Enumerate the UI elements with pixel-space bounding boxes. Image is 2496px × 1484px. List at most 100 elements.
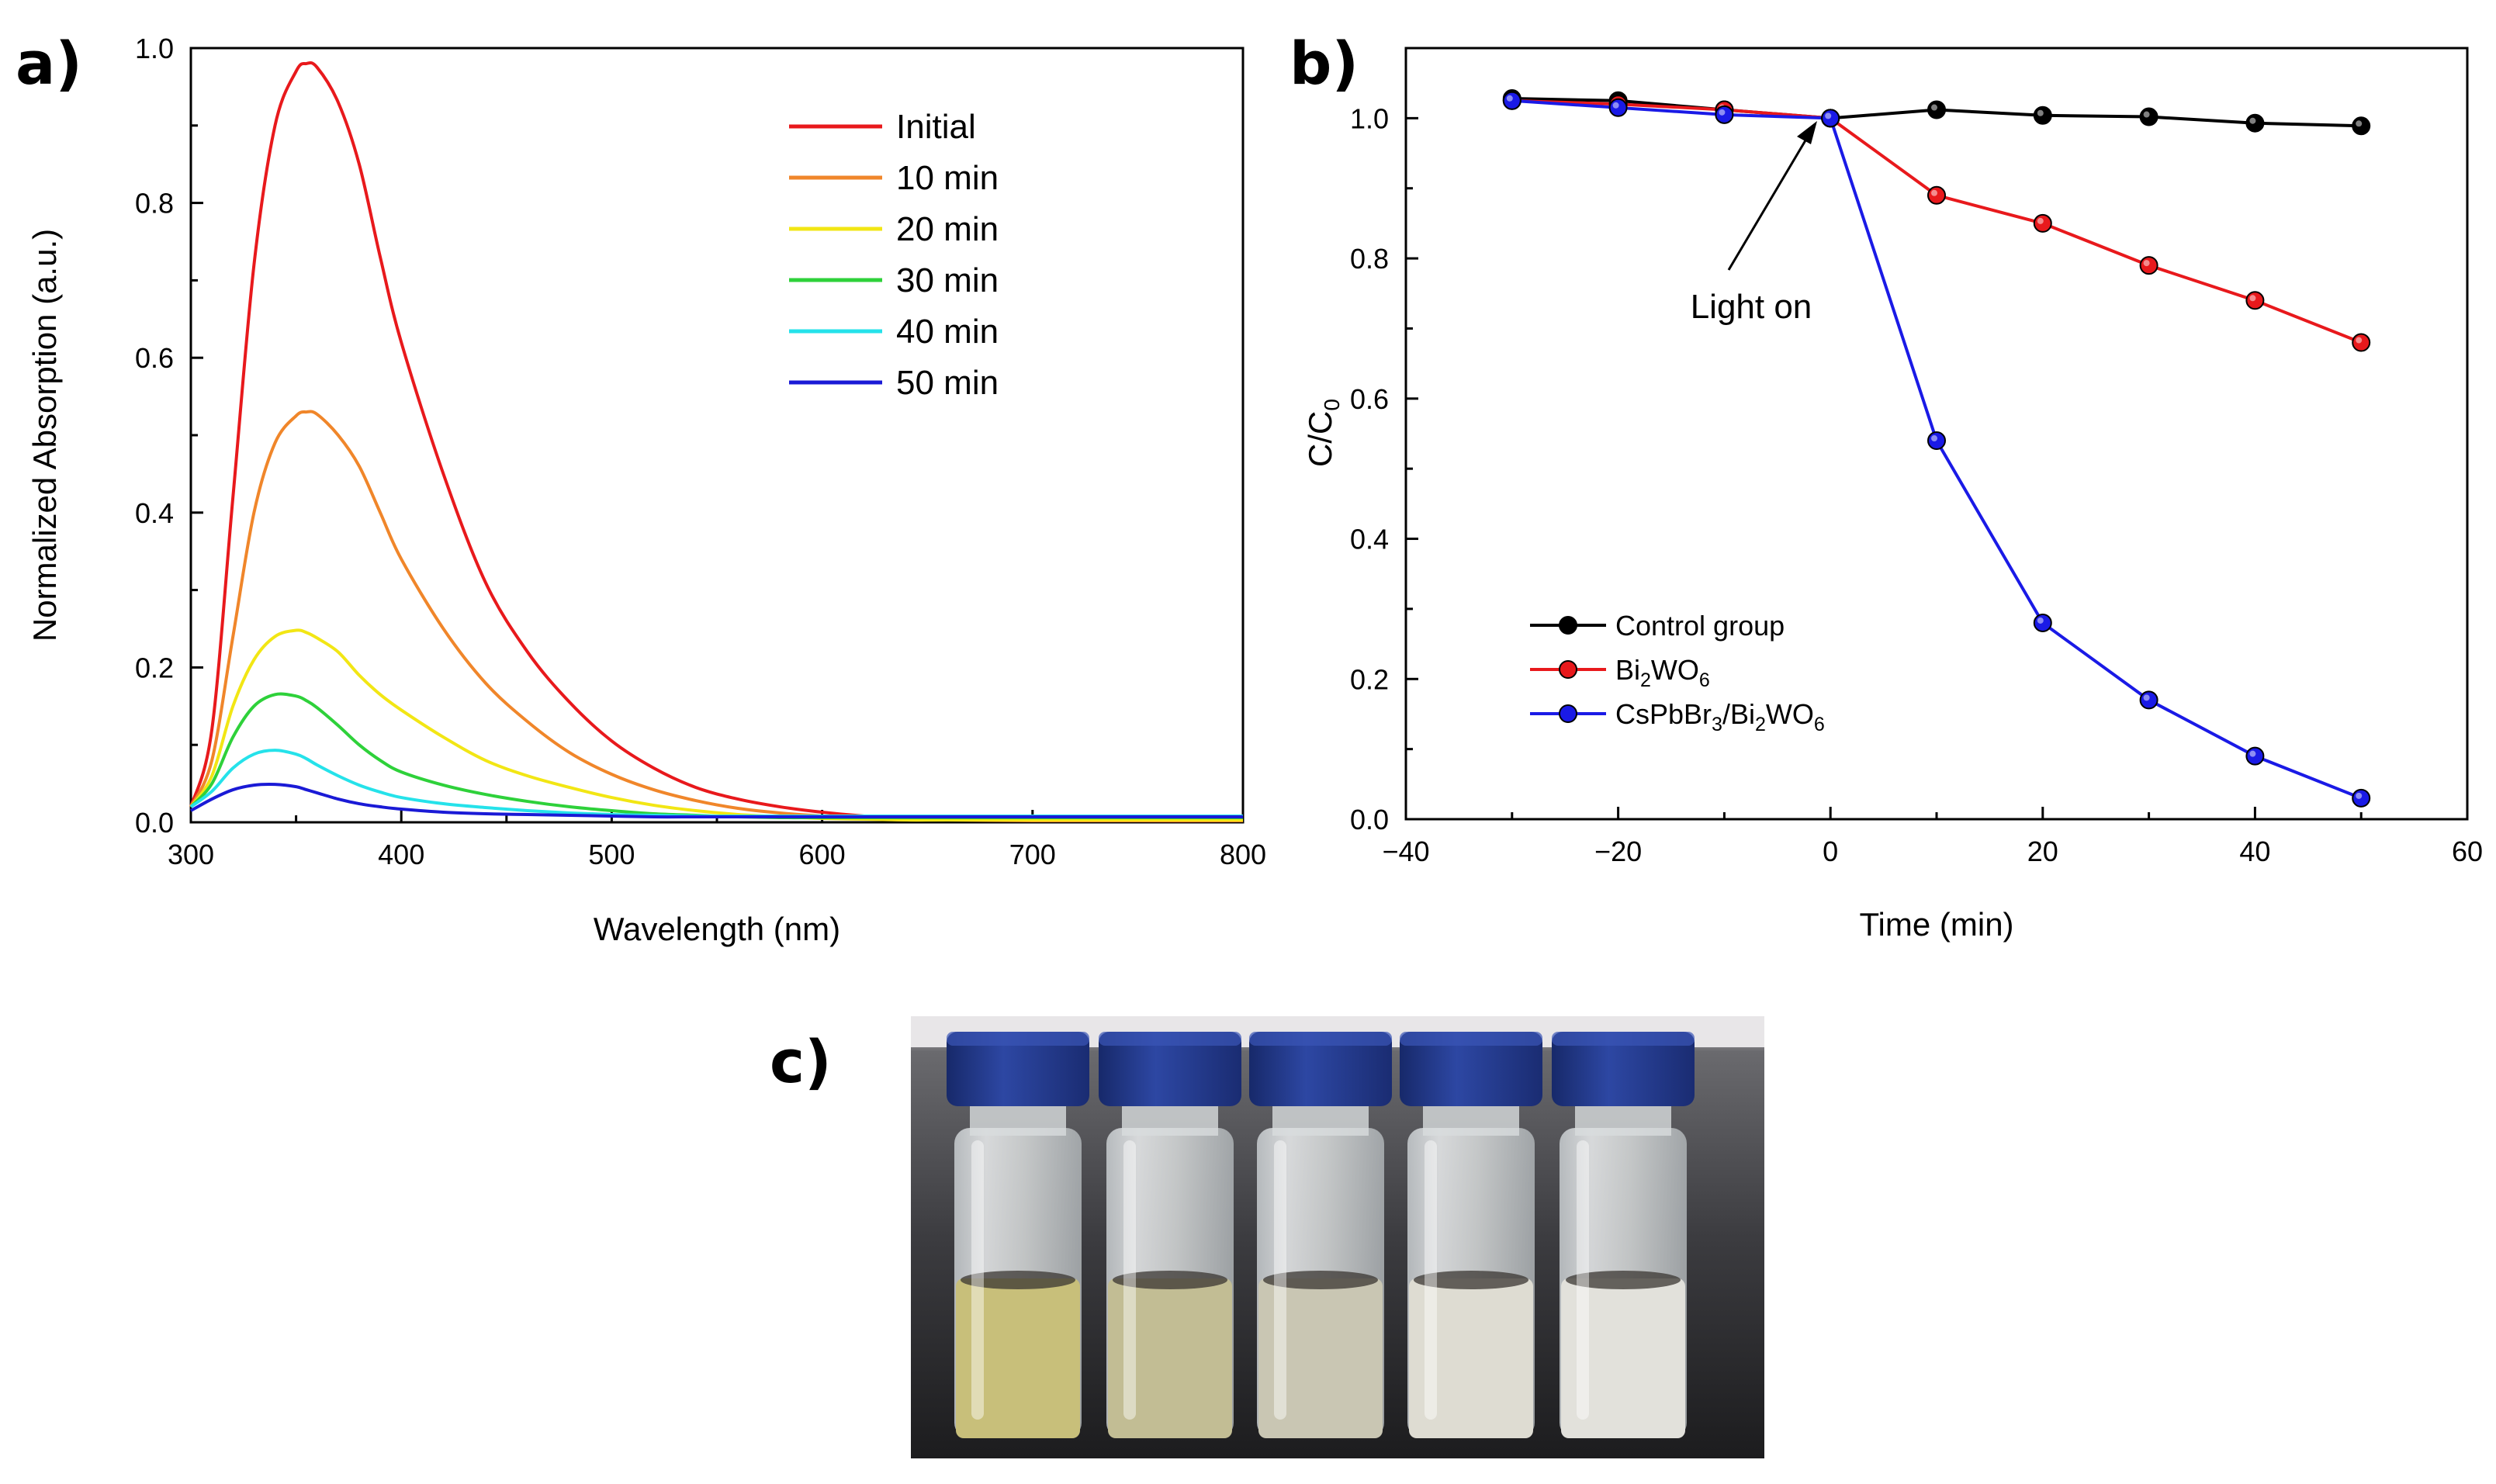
panel-a-series-lines bbox=[189, 61, 1244, 823]
panel-a-legend-label: 50 min bbox=[896, 364, 999, 402]
vial-liquid bbox=[1409, 1278, 1533, 1438]
vial-glare bbox=[1123, 1140, 1136, 1420]
panel-b-x-tick-label: 0 bbox=[1823, 835, 1838, 867]
panel-b-point-highlight bbox=[1719, 109, 1726, 116]
light-on-label: Light on bbox=[1691, 288, 1812, 326]
panel-b-data-point bbox=[2352, 116, 2371, 136]
panel-b-data-point bbox=[1715, 105, 1734, 124]
panel-b-point-highlight bbox=[2037, 217, 2044, 224]
panel-b-y-tick-label: 0.6 bbox=[1350, 383, 1389, 415]
panel-b-y-tick-label: 0.0 bbox=[1350, 804, 1389, 835]
panel-b-point-highlight bbox=[2356, 120, 2363, 127]
panel-b-x-tick-label: −20 bbox=[1594, 835, 1642, 867]
spectrum-line-10-min bbox=[189, 410, 1243, 823]
panel-b-data-point bbox=[1927, 431, 1946, 451]
spectrum-line-initial bbox=[189, 61, 1244, 823]
panel-b-point-highlight bbox=[2249, 750, 2256, 757]
panel-a-legend: Initial 10 min 20 min 30 min 40 min 50 min bbox=[789, 108, 999, 402]
panel-b-point-highlight bbox=[1825, 112, 1832, 119]
panel-b-legend-label: Bi2WO6 bbox=[1615, 654, 1710, 691]
panel-b-x-tick-label: 60 bbox=[2452, 835, 2483, 867]
panel-a-chart: a) 300 400 500 600 700 8000.00.20.40.60.81.0 … bbox=[16, 29, 1266, 947]
panel-a-label: a) bbox=[16, 29, 82, 98]
panel-b-legend-marker bbox=[1559, 704, 1577, 723]
vial bbox=[1400, 1032, 1542, 1438]
panel-a-legend-label: 20 min bbox=[896, 210, 999, 248]
panel-b-data-point bbox=[2139, 256, 2158, 275]
panel-b-y-axis-title-main: C/C bbox=[1302, 411, 1338, 467]
panel-b-point-highlight bbox=[2037, 617, 2044, 624]
panel-b-data-point bbox=[2139, 107, 2158, 126]
panel-b-point-highlight bbox=[2143, 111, 2150, 118]
vial bbox=[947, 1032, 1089, 1438]
panel-b-legend-marker bbox=[1559, 616, 1577, 635]
vial-meniscus bbox=[961, 1271, 1075, 1289]
panel-b-series-line bbox=[1511, 99, 2362, 344]
panel-c-photo: c) bbox=[770, 1016, 1764, 1458]
panel-a-x-axis-title: Wavelength (nm) bbox=[594, 911, 840, 947]
panel-b-label: b) bbox=[1290, 29, 1359, 98]
panel-a-y-tick-label: 0.4 bbox=[135, 497, 174, 529]
panel-b-point-highlight bbox=[2249, 295, 2256, 302]
panel-b-data-point bbox=[2245, 113, 2265, 133]
panel-b-y-axis-title-sub: 0 bbox=[1320, 399, 1344, 411]
vial-meniscus bbox=[1113, 1271, 1227, 1289]
vial-cap-top bbox=[1400, 1032, 1542, 1046]
panel-a-legend-label: Initial bbox=[896, 108, 976, 146]
panel-a-x-tick-label: 600 bbox=[799, 839, 846, 870]
vial-liquid bbox=[1561, 1278, 1685, 1438]
panel-a-legend-label: 40 min bbox=[896, 313, 999, 351]
vial bbox=[1249, 1032, 1392, 1438]
panel-b-y-tick-label: 1.0 bbox=[1350, 102, 1389, 134]
panel-b-chart: b) −40 −20 0 20 40 60 0.0 0.2 0.4 0.6 0.8 1.0 Contr… bbox=[1290, 29, 2483, 943]
vial-cap bbox=[947, 1032, 1089, 1106]
vial-glare bbox=[1274, 1140, 1286, 1420]
panel-b-y-axis-title: C/C0 bbox=[1302, 399, 1344, 467]
vial-meniscus bbox=[1414, 1271, 1528, 1289]
vial-cap-top bbox=[1099, 1032, 1241, 1046]
panel-b-y-tick-label: 0.2 bbox=[1350, 663, 1389, 695]
panel-a-y-tick-label: 0.8 bbox=[135, 188, 174, 220]
panel-b-point-highlight bbox=[2356, 337, 2363, 344]
spectrum-line-20-min bbox=[189, 628, 1243, 822]
vial-cap bbox=[1552, 1032, 1695, 1106]
panel-a-x-tick-label: 400 bbox=[378, 839, 424, 870]
light-on-arrowhead-icon bbox=[1797, 121, 1817, 144]
vial-cap bbox=[1249, 1032, 1392, 1106]
panel-b-data-point bbox=[2245, 746, 2265, 766]
panel-b-data-point bbox=[1502, 91, 1521, 110]
vial-cap bbox=[1099, 1032, 1241, 1106]
panel-b-point-highlight bbox=[2249, 117, 2256, 124]
panel-b-data-point bbox=[2033, 213, 2052, 233]
panel-b-data-point bbox=[2139, 690, 2158, 710]
panel-b-x-tick-label: 40 bbox=[2239, 835, 2270, 867]
panel-b-data-point bbox=[1821, 109, 1840, 128]
panel-a-y-tick-label: 0.6 bbox=[135, 342, 174, 374]
vial-glare bbox=[971, 1140, 984, 1420]
panel-c-label: c) bbox=[770, 1027, 832, 1096]
spectrum-line-50-min bbox=[190, 782, 1243, 819]
vial-row bbox=[947, 1032, 1695, 1438]
vial-glare bbox=[1577, 1140, 1589, 1420]
panel-b-point-highlight bbox=[1612, 102, 1619, 109]
panel-b-data-point bbox=[2245, 291, 2265, 310]
vial-glare bbox=[1425, 1140, 1437, 1420]
light-on-arrow bbox=[1727, 136, 1809, 271]
panel-a-x-tick-label: 500 bbox=[588, 839, 635, 870]
panel-b-x-axis-title: Time (min) bbox=[1859, 906, 2013, 943]
panel-b-series-markers bbox=[1502, 89, 2371, 808]
panel-b-y-tick-label: 0.8 bbox=[1350, 243, 1389, 275]
panel-b-point-highlight bbox=[1506, 95, 1513, 102]
panel-a-x-tick-label: 300 bbox=[168, 839, 214, 870]
panel-a-plot-frame bbox=[189, 47, 1245, 824]
vial-cap-top bbox=[947, 1032, 1089, 1046]
panel-b-data-point bbox=[2033, 106, 2052, 125]
panel-b-y-tick-label: 0.4 bbox=[1350, 524, 1389, 555]
vial-liquid bbox=[956, 1278, 1080, 1438]
panel-a-y-axis-title: Normalized Absorption (a.u.) bbox=[26, 229, 63, 642]
panel-a-x-tick-label: 800 bbox=[1220, 839, 1266, 870]
panel-b-point-highlight bbox=[2037, 109, 2044, 116]
panel-b-ticks: −40 −20 0 20 40 60 0.0 0.2 0.4 0.6 0.8 1.0 bbox=[1350, 47, 2483, 867]
vial bbox=[1552, 1032, 1695, 1438]
